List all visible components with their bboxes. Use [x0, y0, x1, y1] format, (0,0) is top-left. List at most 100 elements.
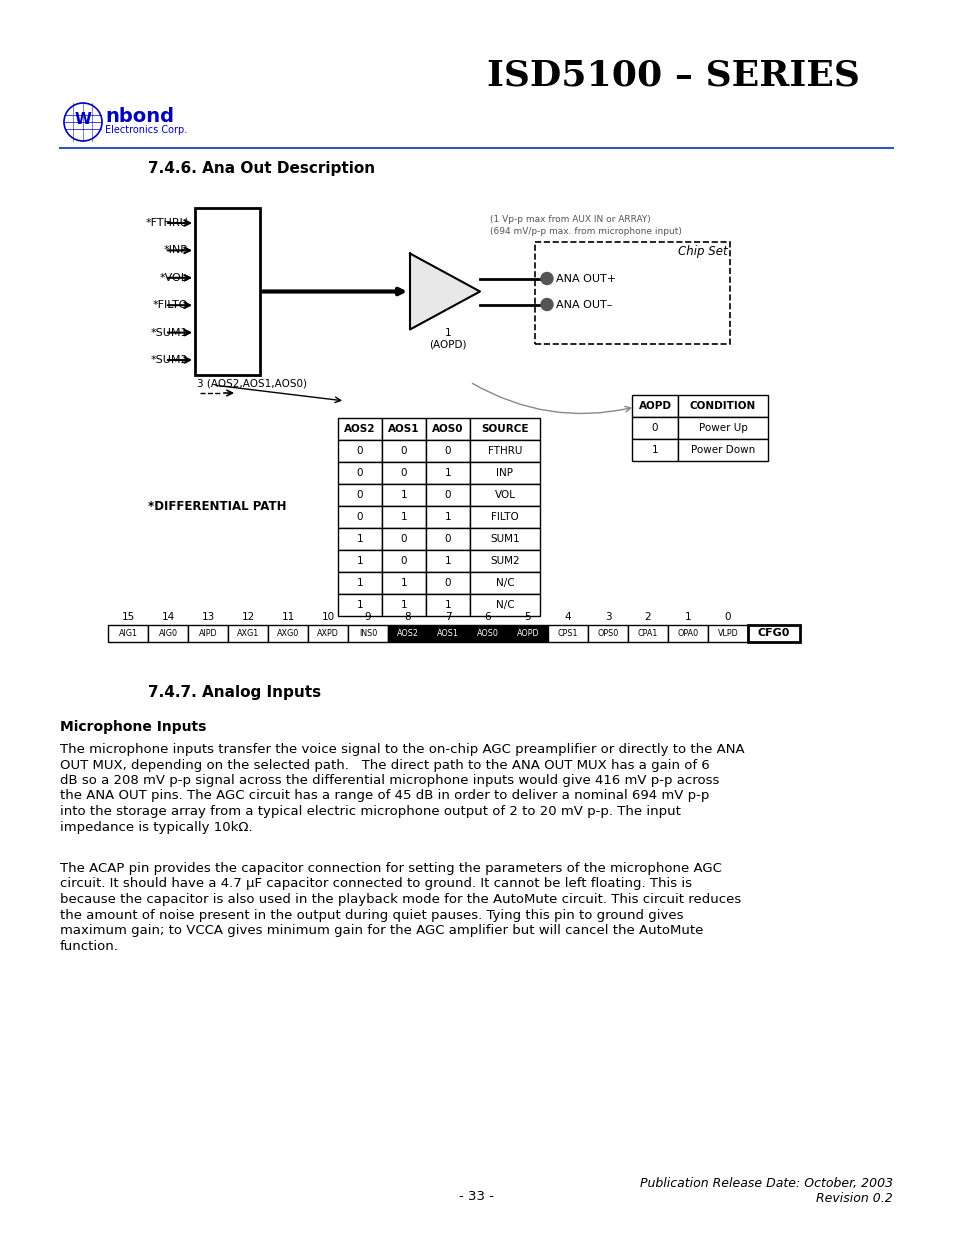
Text: 1: 1	[444, 513, 451, 522]
Text: N/C: N/C	[496, 578, 514, 588]
Bar	[337, 484, 381, 506]
Bar	[381, 529, 426, 550]
Bar	[707, 625, 747, 642]
Text: *SUM1: *SUM1	[151, 327, 188, 337]
Text: nbond: nbond	[105, 107, 173, 126]
Bar	[678, 417, 767, 438]
Text: circuit. It should have a 4.7 μF capacitor connected to ground. It cannot be lef: circuit. It should have a 4.7 μF capacit…	[60, 878, 691, 890]
Text: *DIFFERENTIAL PATH: *DIFFERENTIAL PATH	[148, 499, 286, 513]
Bar	[388, 625, 428, 642]
Bar	[337, 529, 381, 550]
Text: AIPD: AIPD	[198, 629, 217, 638]
Text: (1 Vp-p max from AUX IN or ARRAY): (1 Vp-p max from AUX IN or ARRAY)	[490, 215, 650, 224]
Text: 1: 1	[356, 556, 363, 566]
Text: 7.4.7. Analog Inputs: 7.4.7. Analog Inputs	[148, 685, 321, 700]
Bar	[337, 594, 381, 616]
Bar	[381, 594, 426, 616]
Bar	[426, 594, 470, 616]
Text: AIG1: AIG1	[118, 629, 137, 638]
Text: SOURCE: SOURCE	[480, 424, 528, 433]
Bar	[426, 529, 470, 550]
Text: 6: 6	[484, 613, 491, 622]
Text: CPS1: CPS1	[558, 629, 578, 638]
Bar	[108, 625, 148, 642]
Text: 0: 0	[400, 468, 407, 478]
Text: SUM2: SUM2	[490, 556, 519, 566]
Text: dB so a 208 mV p-p signal across the differential microphone inputs would give 4: dB so a 208 mV p-p signal across the dif…	[60, 774, 719, 787]
Text: 4: 4	[564, 613, 571, 622]
Bar	[426, 550, 470, 572]
Text: 1: 1	[400, 578, 407, 588]
Bar	[547, 625, 587, 642]
Bar	[470, 529, 539, 550]
Bar	[507, 625, 547, 642]
Text: 3: 3	[604, 613, 611, 622]
Bar	[470, 462, 539, 484]
Text: *FTHRU: *FTHRU	[145, 219, 188, 228]
Text: 0: 0	[724, 613, 731, 622]
Text: 9: 9	[364, 613, 371, 622]
Text: 0: 0	[444, 490, 451, 500]
Text: FILTO: FILTO	[491, 513, 518, 522]
Text: Revision 0.2: Revision 0.2	[816, 1193, 892, 1205]
Text: INS0: INS0	[358, 629, 376, 638]
Text: because the capacitor is also used in the playback mode for the AutoMute circuit: because the capacitor is also used in th…	[60, 893, 740, 906]
Text: 1: 1	[444, 600, 451, 610]
Bar	[426, 440, 470, 462]
Circle shape	[540, 273, 553, 284]
Bar	[627, 625, 667, 642]
Bar	[535, 242, 729, 343]
Text: CFG0: CFG0	[757, 629, 789, 638]
Bar	[337, 440, 381, 462]
Text: *FILTO: *FILTO	[152, 300, 188, 310]
Bar	[381, 462, 426, 484]
Bar	[470, 550, 539, 572]
Text: Publication Release Date: October, 2003: Publication Release Date: October, 2003	[639, 1177, 892, 1189]
Bar	[631, 438, 678, 461]
Text: ISD5100 – SERIES: ISD5100 – SERIES	[487, 58, 859, 91]
Text: the amount of noise present in the output during quiet pauses. Tying this pin to: the amount of noise present in the outpu…	[60, 909, 682, 921]
Text: CPA1: CPA1	[638, 629, 658, 638]
Text: 1: 1	[400, 600, 407, 610]
Bar	[337, 462, 381, 484]
Text: SUM1: SUM1	[490, 534, 519, 543]
Bar	[337, 506, 381, 529]
Bar	[678, 438, 767, 461]
Bar	[470, 506, 539, 529]
Text: (694 mV/p-p max. from microphone input): (694 mV/p-p max. from microphone input)	[490, 226, 681, 236]
Text: *SUM2: *SUM2	[151, 354, 188, 366]
Text: 7: 7	[444, 613, 451, 622]
Text: 0: 0	[356, 490, 363, 500]
Text: 1: 1	[400, 490, 407, 500]
Bar	[381, 440, 426, 462]
Text: 8: 8	[404, 613, 411, 622]
Text: 0: 0	[356, 468, 363, 478]
Bar	[381, 506, 426, 529]
Bar	[678, 395, 767, 417]
Bar	[470, 594, 539, 616]
Bar	[470, 572, 539, 594]
Text: Power Down: Power Down	[690, 445, 755, 454]
Text: 0: 0	[356, 446, 363, 456]
Text: The ACAP pin provides the capacitor connection for setting the parameters of the: The ACAP pin provides the capacitor conn…	[60, 862, 721, 876]
Bar	[468, 625, 507, 642]
Bar	[308, 625, 348, 642]
Text: OUT MUX, depending on the selected path.   The direct path to the ANA OUT MUX ha: OUT MUX, depending on the selected path.…	[60, 758, 709, 772]
Text: 7.4.6. Ana Out Description: 7.4.6. Ana Out Description	[148, 161, 375, 175]
Text: AXPD: AXPD	[316, 629, 338, 638]
Text: Microphone Inputs: Microphone Inputs	[60, 720, 206, 734]
Text: into the storage array from a typical electric microphone output of 2 to 20 mV p: into the storage array from a typical el…	[60, 805, 680, 818]
Bar	[337, 572, 381, 594]
Text: AXG1: AXG1	[236, 629, 259, 638]
Text: 0: 0	[400, 534, 407, 543]
Text: 1: 1	[444, 327, 451, 337]
Text: *VOL: *VOL	[160, 273, 188, 283]
Bar	[381, 417, 426, 440]
Bar	[381, 484, 426, 506]
Text: 1: 1	[651, 445, 658, 454]
Text: 1: 1	[400, 513, 407, 522]
Text: AOS1: AOS1	[388, 424, 419, 433]
Text: 1: 1	[684, 613, 691, 622]
Text: - 33 -: - 33 -	[459, 1191, 494, 1203]
Text: 12: 12	[241, 613, 254, 622]
